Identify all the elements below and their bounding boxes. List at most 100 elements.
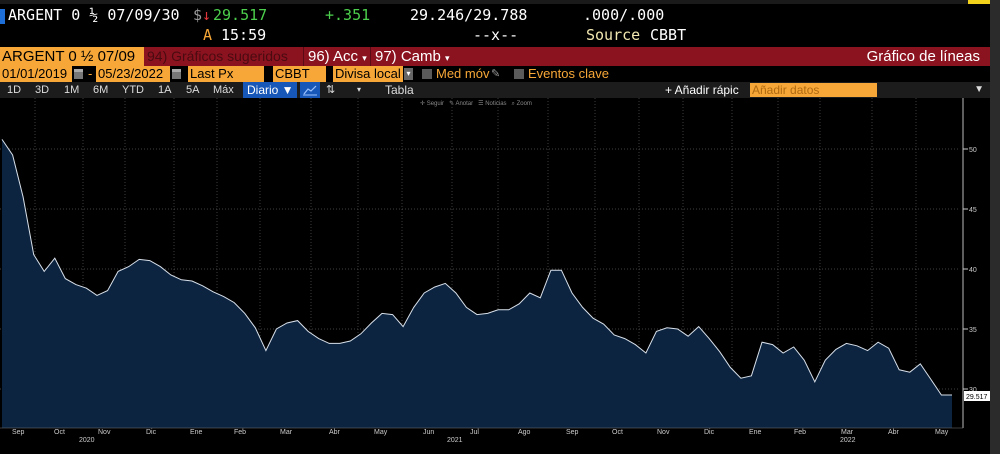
range-1d[interactable]: 1D <box>7 84 22 96</box>
chevron-down-icon: ▾ <box>362 53 367 63</box>
x-label: Mar <box>841 429 854 436</box>
line-chart: 50 45 40 35 30 29.517 <box>0 98 990 429</box>
range-max[interactable]: Máx <box>213 84 234 96</box>
chart-type-title: Gráfico de líneas <box>866 48 980 65</box>
x-label: Ago <box>518 429 531 436</box>
range-6m[interactable]: 6M <box>93 84 109 96</box>
x-label: Abr <box>888 429 899 436</box>
pencil-icon[interactable]: ✎ <box>491 68 501 80</box>
x-label: Dic <box>704 429 715 436</box>
range-5a[interactable]: 5A <box>186 84 200 96</box>
quick-add-button[interactable]: + Añadir rápic <box>665 83 739 97</box>
parameters-bar: 01/01/2019 - 05/23/2022 Last Px CBBT Div… <box>0 66 990 82</box>
frequency-dropdown[interactable]: Diario ▼ <box>243 82 297 98</box>
currency-select[interactable]: Divisa local <box>333 66 403 82</box>
menu-bar: ARGENT 0 ½ 07/09 94) Gráficos sugeridos … <box>0 47 990 66</box>
end-date-field[interactable]: 05/23/2022 <box>96 66 170 82</box>
actions-menu[interactable]: 96) Acc ▾ <box>303 47 370 66</box>
quote-header-row: ARGENT 0 ½ 07/09/30 $ ↓ 29.517 +.351 29.… <box>0 6 990 26</box>
svg-text:50: 50 <box>969 147 977 154</box>
start-date-field[interactable]: 01/01/2019 <box>0 66 72 82</box>
down-arrow-icon: ↓ <box>202 6 212 24</box>
x-axis-labels: Sep Oct Nov Dic Ene Feb Mar Abr May Jun … <box>0 429 990 454</box>
change-label: 97) Camb <box>375 48 441 65</box>
year-label: 2020 <box>79 437 95 444</box>
add-data-input[interactable]: Añadir datos <box>750 83 877 97</box>
x-label: Nov <box>98 429 111 436</box>
x-label: Feb <box>794 429 807 436</box>
zoom-tool[interactable]: ⌕ Zoom <box>511 101 532 107</box>
x-label: Ene <box>749 429 762 436</box>
currency-dropdown-arrow-icon[interactable]: ▾ <box>404 68 413 80</box>
actions-label: 96) Acc <box>308 48 359 65</box>
quote-subheader-row: A 15:59 --x-- Source CBBT <box>0 26 990 46</box>
svg-text:35: 35 <box>969 327 977 334</box>
x-label: Mar <box>280 429 293 436</box>
x-label: May <box>935 429 949 436</box>
last-price: 29.517 <box>213 6 268 24</box>
key-events-label: Eventos clave <box>528 66 609 81</box>
svg-text:45: 45 <box>969 207 977 214</box>
bid-ask: 29.246/29.788 <box>410 6 528 24</box>
moving-average-label: Med móv <box>436 66 490 81</box>
x-label: Oct <box>54 429 65 436</box>
chevron-down-icon[interactable]: ▾ <box>357 85 362 94</box>
range-1a[interactable]: 1A <box>158 84 172 96</box>
x-label: Sep <box>566 429 579 436</box>
range-toolbar: 1D 3D 1M 6M YTD 1A 5A Máx Diario ▼ ⇅ ▾ T… <box>0 82 990 98</box>
svg-text:29.517: 29.517 <box>966 394 988 401</box>
range-3d[interactable]: 3D <box>35 84 50 96</box>
range-ytd[interactable]: YTD <box>122 84 144 96</box>
chevron-down-icon: ▾ <box>445 53 450 63</box>
suggested-charts-menu[interactable]: 94) Gráficos sugeridos <box>147 48 288 64</box>
window-scrollbar[interactable] <box>990 0 1000 454</box>
time-prefix: A <box>203 26 213 44</box>
quote-time: 15:59 <box>221 26 267 44</box>
source-label: Source <box>586 26 641 44</box>
last-value-tag <box>964 391 990 401</box>
year-label: 2022 <box>840 437 856 444</box>
security-name: ARGENT 0 ½ 07/09/30 <box>8 6 180 24</box>
key-events-checkbox[interactable] <box>514 69 524 79</box>
top-strip-indicator <box>968 0 992 4</box>
x-gridlines <box>34 98 917 428</box>
x-label: Sep <box>12 429 25 436</box>
bid-ask-size: .000/.000 <box>583 6 665 24</box>
calendar-icon[interactable] <box>74 69 83 79</box>
chart-area[interactable]: 50 45 40 35 30 29.517 ✛ Seguir ✎ Anotar … <box>0 98 990 454</box>
currency-symbol: $ <box>193 6 203 24</box>
top-strip <box>0 0 1000 4</box>
x-label: Nov <box>657 429 670 436</box>
news-tool[interactable]: ☰ Noticias <box>478 101 507 107</box>
x-label: Oct <box>612 429 623 436</box>
x-label: Ene <box>190 429 203 436</box>
svg-text:30: 30 <box>969 387 977 394</box>
x-label: Abr <box>329 429 340 436</box>
line-chart-icon[interactable] <box>300 82 320 98</box>
moving-average-checkbox[interactable] <box>422 69 432 79</box>
security-field[interactable]: ARGENT 0 ½ 07/09 <box>0 47 144 66</box>
svg-text:40: 40 <box>969 267 977 274</box>
year-label: 2021 <box>447 437 463 444</box>
price-change: +.351 <box>325 6 371 24</box>
table-button[interactable]: Tabla <box>385 83 414 97</box>
calendar-icon[interactable] <box>172 69 181 79</box>
filter-icon[interactable]: ▼ <box>974 84 984 95</box>
security-marker <box>0 9 5 24</box>
change-menu[interactable]: 97) Camb ▾ <box>370 47 450 66</box>
bar-chart-icon[interactable]: ⇅ <box>326 84 336 96</box>
x-label: Dic <box>146 429 157 436</box>
range-1m[interactable]: 1M <box>64 84 80 96</box>
source-value: CBBT <box>650 26 687 44</box>
x-label: May <box>374 429 388 436</box>
x-label: Jul <box>470 429 479 436</box>
x-label: Feb <box>234 429 247 436</box>
annotate-tool[interactable]: ✎ Anotar <box>449 101 474 107</box>
y-tick-labels: 50 45 40 35 30 <box>963 147 977 394</box>
chart-tools: ✛ Seguir ✎ Anotar ☰ Noticias ⌕ Zoom <box>420 100 532 108</box>
follow-tool[interactable]: ✛ Seguir <box>420 101 445 107</box>
x-label: Jun <box>423 429 435 436</box>
date-separator: - <box>88 66 93 81</box>
field-selector[interactable]: Last Px <box>188 66 264 82</box>
source-field[interactable]: CBBT <box>273 66 326 82</box>
